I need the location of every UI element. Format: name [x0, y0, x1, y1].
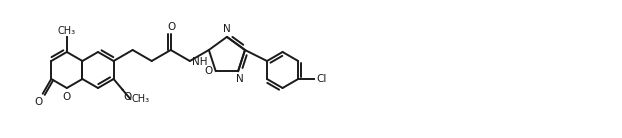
Text: O: O [124, 92, 132, 102]
Text: Cl: Cl [316, 74, 327, 84]
Text: O: O [167, 22, 176, 32]
Text: NH: NH [192, 57, 207, 67]
Text: N: N [223, 24, 231, 34]
Text: N: N [236, 74, 244, 84]
Text: CH₃: CH₃ [131, 94, 149, 104]
Text: O: O [35, 97, 43, 107]
Text: O: O [205, 66, 213, 76]
Text: O: O [63, 91, 71, 102]
Text: CH₃: CH₃ [58, 26, 76, 35]
